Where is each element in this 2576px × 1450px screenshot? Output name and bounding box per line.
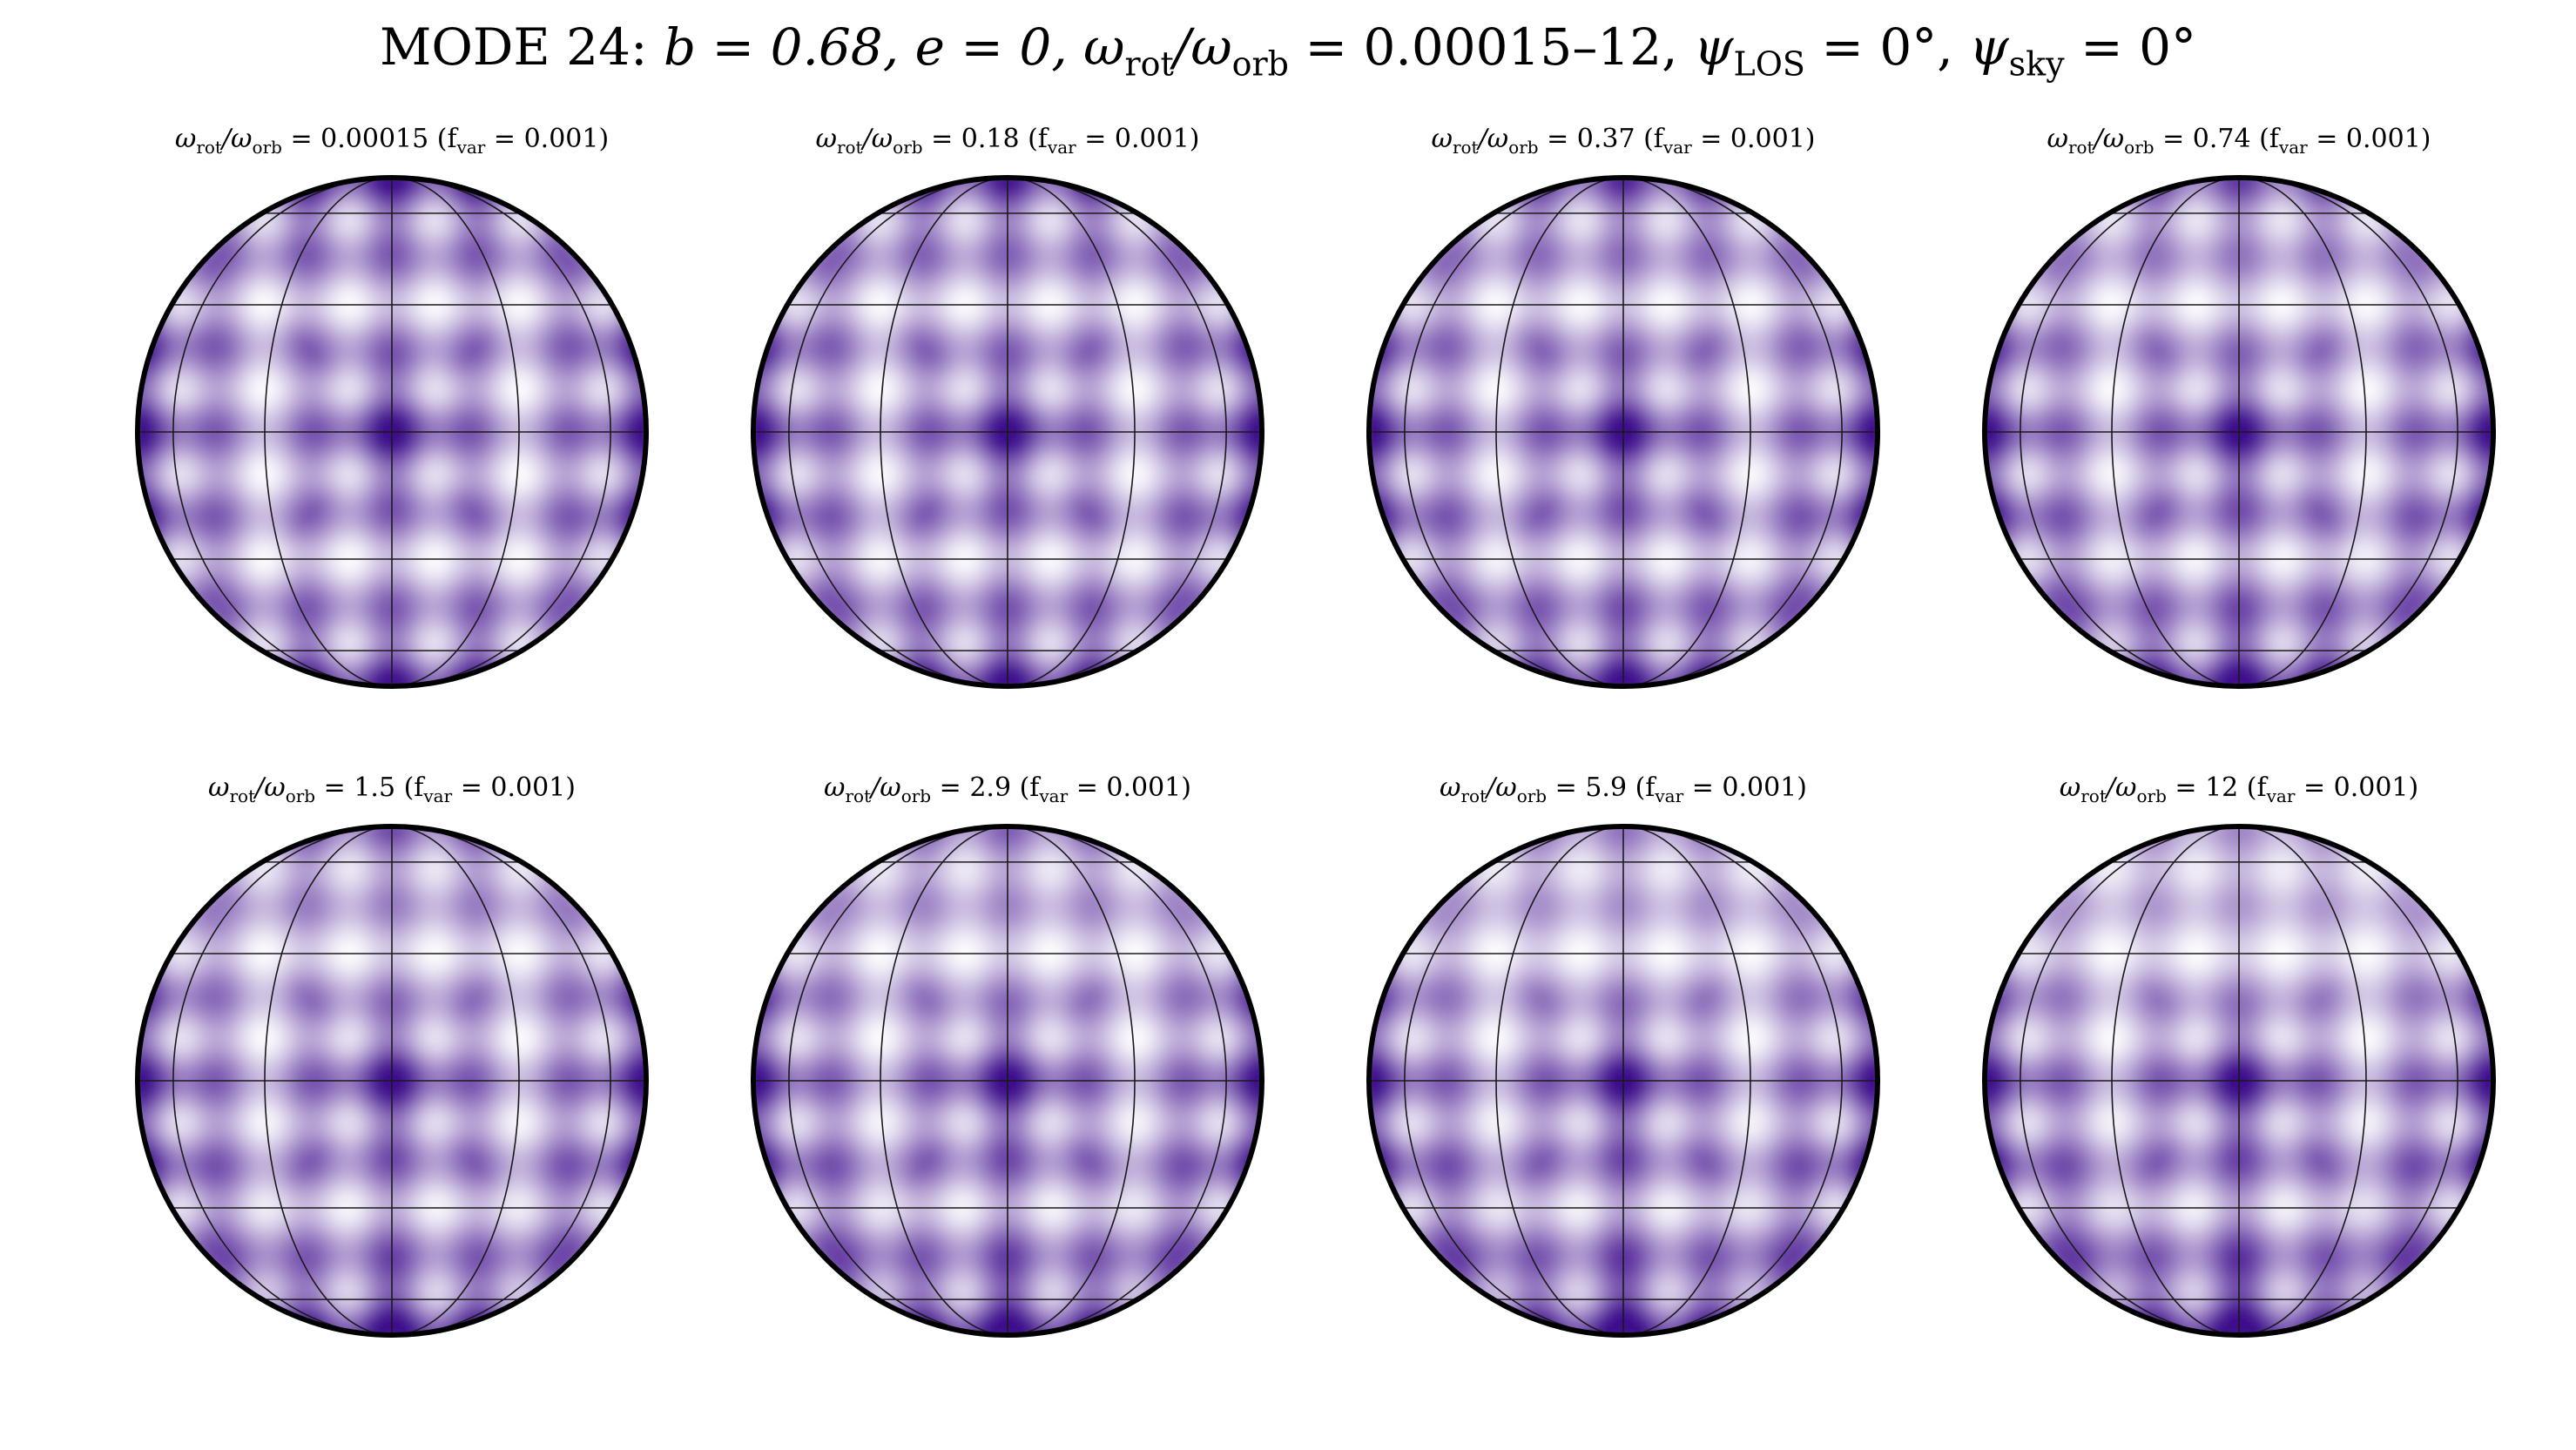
figure-title: MODE 24: b = 0.68, e = 0, ωrot/ωorb = 0.… bbox=[0, 12, 2576, 99]
globe-surface bbox=[1978, 171, 2500, 693]
panel-3: ωrot/ωorb = 0.37 (fvar = 0.001) bbox=[1310, 122, 1937, 801]
globe-surface bbox=[746, 171, 1269, 693]
globe-map bbox=[131, 171, 653, 693]
panel-2: ωrot/ωorb = 0.18 (fvar = 0.001) bbox=[694, 122, 1321, 801]
globe-map bbox=[1362, 819, 1885, 1342]
globe-surface bbox=[1362, 171, 1885, 693]
panel-1: ωrot/ωorb = 0.00015 (fvar = 0.001) bbox=[78, 122, 705, 801]
globe-surface bbox=[746, 819, 1269, 1342]
globe-surface bbox=[1362, 819, 1885, 1342]
globe-map bbox=[746, 171, 1269, 693]
globe-surface bbox=[131, 819, 653, 1342]
panel-title: ωrot/ωorb = 0.74 (fvar = 0.001) bbox=[1925, 122, 2552, 165]
panel-title: ωrot/ωorb = 0.37 (fvar = 0.001) bbox=[1310, 122, 1937, 165]
panel-4: ωrot/ωorb = 0.74 (fvar = 0.001) bbox=[1925, 122, 2552, 801]
panel-title: ωrot/ωorb = 12 (fvar = 0.001) bbox=[1925, 771, 2552, 813]
globe-map bbox=[746, 819, 1269, 1342]
panel-title: ωrot/ωorb = 1.5 (fvar = 0.001) bbox=[78, 771, 705, 813]
panel-7: ωrot/ωorb = 5.9 (fvar = 0.001) bbox=[1310, 771, 1937, 1450]
panel-6: ωrot/ωorb = 2.9 (fvar = 0.001) bbox=[694, 771, 1321, 1450]
globe-surface bbox=[131, 171, 653, 693]
globe-map bbox=[1978, 819, 2500, 1342]
panel-title: ωrot/ωorb = 2.9 (fvar = 0.001) bbox=[694, 771, 1321, 813]
globe-map bbox=[1978, 171, 2500, 693]
panel-title: ωrot/ωorb = 0.00015 (fvar = 0.001) bbox=[78, 122, 705, 165]
globe-map bbox=[1362, 171, 1885, 693]
panel-title: ωrot/ωorb = 5.9 (fvar = 0.001) bbox=[1310, 771, 1937, 813]
panel-8: ωrot/ωorb = 12 (fvar = 0.001) bbox=[1925, 771, 2552, 1450]
globe-surface bbox=[1978, 819, 2500, 1342]
panel-5: ωrot/ωorb = 1.5 (fvar = 0.001) bbox=[78, 771, 705, 1450]
globe-map bbox=[131, 819, 653, 1342]
panel-title: ωrot/ωorb = 0.18 (fvar = 0.001) bbox=[694, 122, 1321, 165]
